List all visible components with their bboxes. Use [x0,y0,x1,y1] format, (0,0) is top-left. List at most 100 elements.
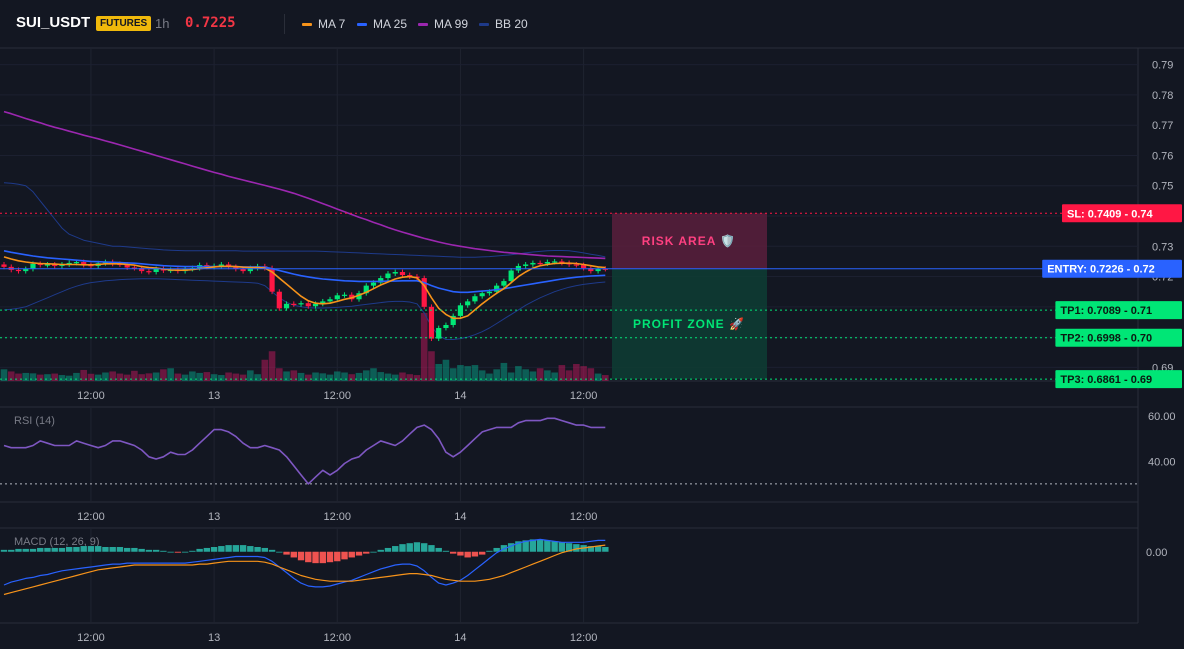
candle-body [81,262,87,266]
candle [392,269,398,276]
legend-ma99[interactable]: MA 99 [418,17,468,31]
macd-histogram-bar [406,543,413,552]
volume-bar [232,373,240,381]
legend-bb20[interactable]: BB 20 [479,17,528,31]
macd-histogram-bar [305,551,312,563]
volume-bar [297,372,305,381]
rsi-time-label: 14 [454,511,466,523]
volume-bar [109,371,116,381]
tp2-level-label: TP2: 0.6998 - 0.70 [1060,333,1152,345]
candle [421,275,427,310]
macd-histogram-bar [51,547,58,552]
macd-histogram-bar [312,551,319,564]
candle [588,265,594,274]
profit-zone [612,268,767,380]
candle-body [320,301,326,304]
futures-badge: FUTURES [96,16,152,31]
macd-time-label: 12:00 [570,632,598,644]
candle [305,300,311,309]
volume-bar [377,372,385,381]
candle-body [233,266,239,269]
volume-bar [174,373,182,381]
candle-body [552,261,558,263]
rsi-title: RSI (14) [14,415,55,427]
price-time-label: 12:00 [77,390,105,402]
macd-histogram-bar [261,547,269,552]
candle-body [66,262,72,265]
volume-bar [304,374,312,381]
candle [501,278,507,289]
macd-histogram-bar [573,544,580,552]
volume-bar [123,374,131,381]
volume-bar [58,375,66,381]
macd-histogram-bar [565,543,573,552]
volume-bar [283,371,290,381]
last-price: 0.7225 [185,15,236,31]
timeframe-label[interactable]: 1h [155,16,170,31]
volume-bar [268,351,276,381]
volume-bar [276,368,283,381]
legend-label: MA 7 [318,17,346,31]
candle [334,292,340,302]
entry-level-label: ENTRY: 0.7226 - 0.72 [1047,264,1155,276]
macd-histogram-bar [66,547,73,552]
rsi-time-label: 12:00 [570,511,598,523]
volume-bar [464,366,471,381]
legend-ma25[interactable]: MA 25 [357,17,407,31]
candle-body [124,264,130,268]
profit-zone-label: PROFIT ZONE 🚀 [633,317,745,331]
candle-body [465,301,471,306]
candle-body [428,306,435,339]
volume-bar [80,369,87,381]
macd-histogram-bar [189,550,196,552]
macd-histogram-bar [522,540,529,552]
candle [508,268,514,284]
macd-histogram-bar [587,546,595,552]
volume-bar [36,374,44,381]
macd-histogram-bar [319,551,326,564]
risk-zone [612,213,767,269]
candle-body [23,268,29,272]
candle [131,265,138,271]
volume-bar [189,371,196,381]
macd-histogram-bar [37,547,44,552]
volume-bar [348,374,356,381]
candle [320,298,326,307]
volume-bar [247,370,254,381]
volume-bar [210,374,218,381]
volume-bar [87,373,95,381]
macd-histogram-bar [152,549,160,552]
candle-body [363,285,369,294]
volume-bar [587,368,595,381]
price-tick-label: 0.79 [1152,60,1173,72]
volume-bar [181,374,189,381]
macd-histogram-bar [355,551,363,556]
volume-bar [493,369,500,381]
macd-histogram-bar [131,547,138,552]
macd-histogram-bar [558,542,566,552]
symbol-name[interactable]: SUI_USDT [16,14,91,31]
candle-body [341,294,348,296]
volume-bar [196,372,203,381]
rsi-tick-label: 60.00 [1148,411,1176,423]
ma25-line [3,250,606,294]
macd-signal-line [3,544,606,596]
candle [443,322,449,331]
price-tick-label: 0.73 [1152,241,1173,253]
macd-histogram-bar [218,546,225,552]
macd-time-label: 12:00 [324,632,352,644]
macd-histogram-bar [276,551,283,553]
volume-bar [478,370,486,381]
price-tick-label: 0.78 [1152,90,1173,102]
volume-bar [522,369,529,381]
tp1-level-label: TP1: 0.7089 - 0.71 [1060,305,1152,317]
volume-bar [435,364,442,381]
macd-histogram-bar [435,547,442,552]
legend-ma7[interactable]: MA 7 [302,17,345,31]
candle-body [30,263,36,269]
price-tick-label: 0.75 [1152,181,1173,193]
chart-header: SUI_USDT FUTURES 1h 0.7225 MA 7 MA 25 MA… [0,0,1184,48]
candle [479,290,485,299]
volume-bar [449,368,457,381]
